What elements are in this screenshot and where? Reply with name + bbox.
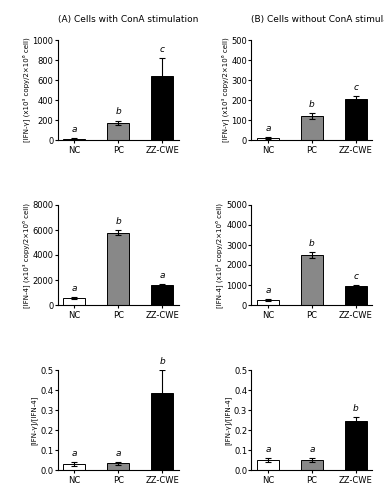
Text: a: a [265,286,271,295]
Bar [151,285,173,305]
Bar [301,255,323,305]
Text: c: c [160,44,165,54]
Y-axis label: [IFN-4] (x10³ copy/2×10⁶ cell): [IFN-4] (x10³ copy/2×10⁶ cell) [22,202,30,308]
Text: a: a [116,449,121,458]
Text: a: a [71,284,77,294]
Text: c: c [353,83,359,92]
Bar [63,298,85,305]
Text: b: b [309,100,315,109]
Text: a: a [265,446,271,454]
Bar [151,393,173,470]
Bar [257,300,279,305]
Text: (A) Cells with ConA stimulation: (A) Cells with ConA stimulation [58,15,198,24]
Bar [345,421,367,470]
Y-axis label: [IFN-4] (x10³ copy/2×10⁶ cell): [IFN-4] (x10³ copy/2×10⁶ cell) [215,202,223,308]
Bar [63,138,85,140]
Y-axis label: [IFN-γ] (x10³ copy/2×10⁶ cell): [IFN-γ] (x10³ copy/2×10⁶ cell) [22,38,30,142]
Bar [107,232,129,305]
Bar [345,286,367,305]
Text: b: b [159,357,165,366]
Bar [63,464,85,470]
Y-axis label: [IFN-γ]/[IFN-4]: [IFN-γ]/[IFN-4] [224,396,231,444]
Text: a: a [71,450,77,458]
Text: b: b [309,239,315,248]
Bar [345,99,367,140]
Text: c: c [353,272,359,280]
Bar [151,76,173,140]
Bar [107,464,129,470]
Y-axis label: [IFN-γ] (x10³ copy/2×10⁶ cell): [IFN-γ] (x10³ copy/2×10⁶ cell) [221,38,228,142]
Y-axis label: [IFN-γ]/[IFN-4]: [IFN-γ]/[IFN-4] [31,396,37,444]
Text: (B) Cells without ConA stimulation: (B) Cells without ConA stimulation [252,15,384,24]
Text: a: a [71,124,77,134]
Text: b: b [115,108,121,116]
Bar [257,460,279,470]
Text: a: a [265,124,271,132]
Text: b: b [353,404,359,413]
Text: a: a [159,271,165,280]
Bar [257,138,279,140]
Bar [301,460,323,470]
Text: a: a [309,446,314,454]
Bar [301,116,323,140]
Bar [107,122,129,140]
Text: b: b [115,217,121,226]
